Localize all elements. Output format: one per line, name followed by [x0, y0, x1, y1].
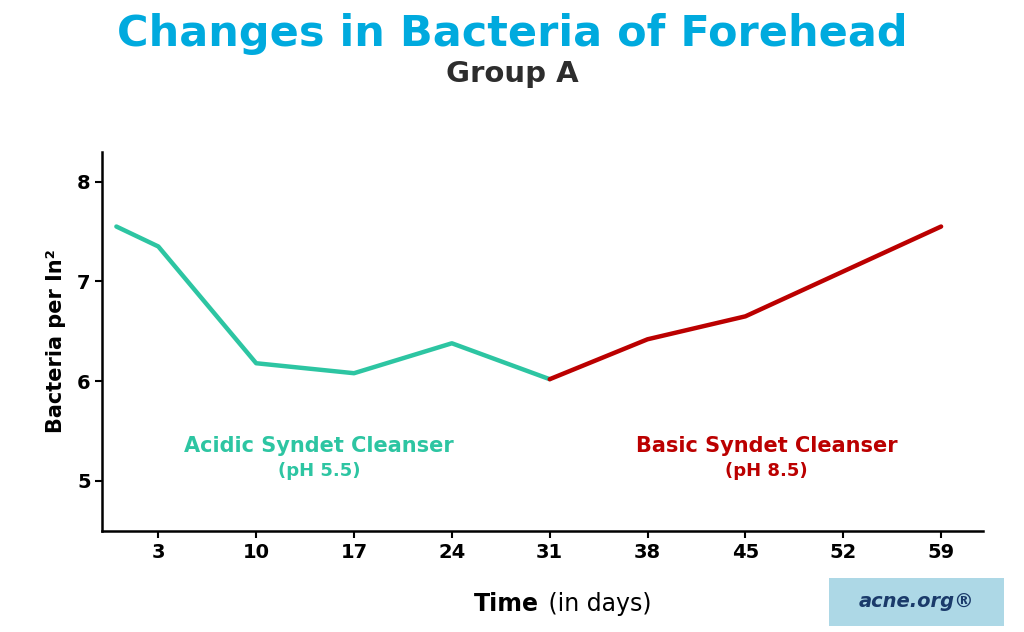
Text: (in days): (in days) [541, 592, 651, 616]
Text: Acidic Syndet Cleanser: Acidic Syndet Cleanser [184, 436, 454, 456]
Text: Time: Time [474, 592, 539, 616]
Text: (pH 8.5): (pH 8.5) [725, 462, 808, 480]
Text: Changes in Bacteria of Forehead: Changes in Bacteria of Forehead [117, 13, 907, 54]
Y-axis label: Bacteria per In²: Bacteria per In² [46, 250, 66, 433]
Text: (pH 5.5): (pH 5.5) [278, 462, 360, 480]
Text: acne.org®: acne.org® [859, 592, 974, 612]
Text: Group A: Group A [445, 60, 579, 88]
FancyBboxPatch shape [819, 577, 1014, 627]
Text: Basic Syndet Cleanser: Basic Syndet Cleanser [636, 436, 897, 456]
